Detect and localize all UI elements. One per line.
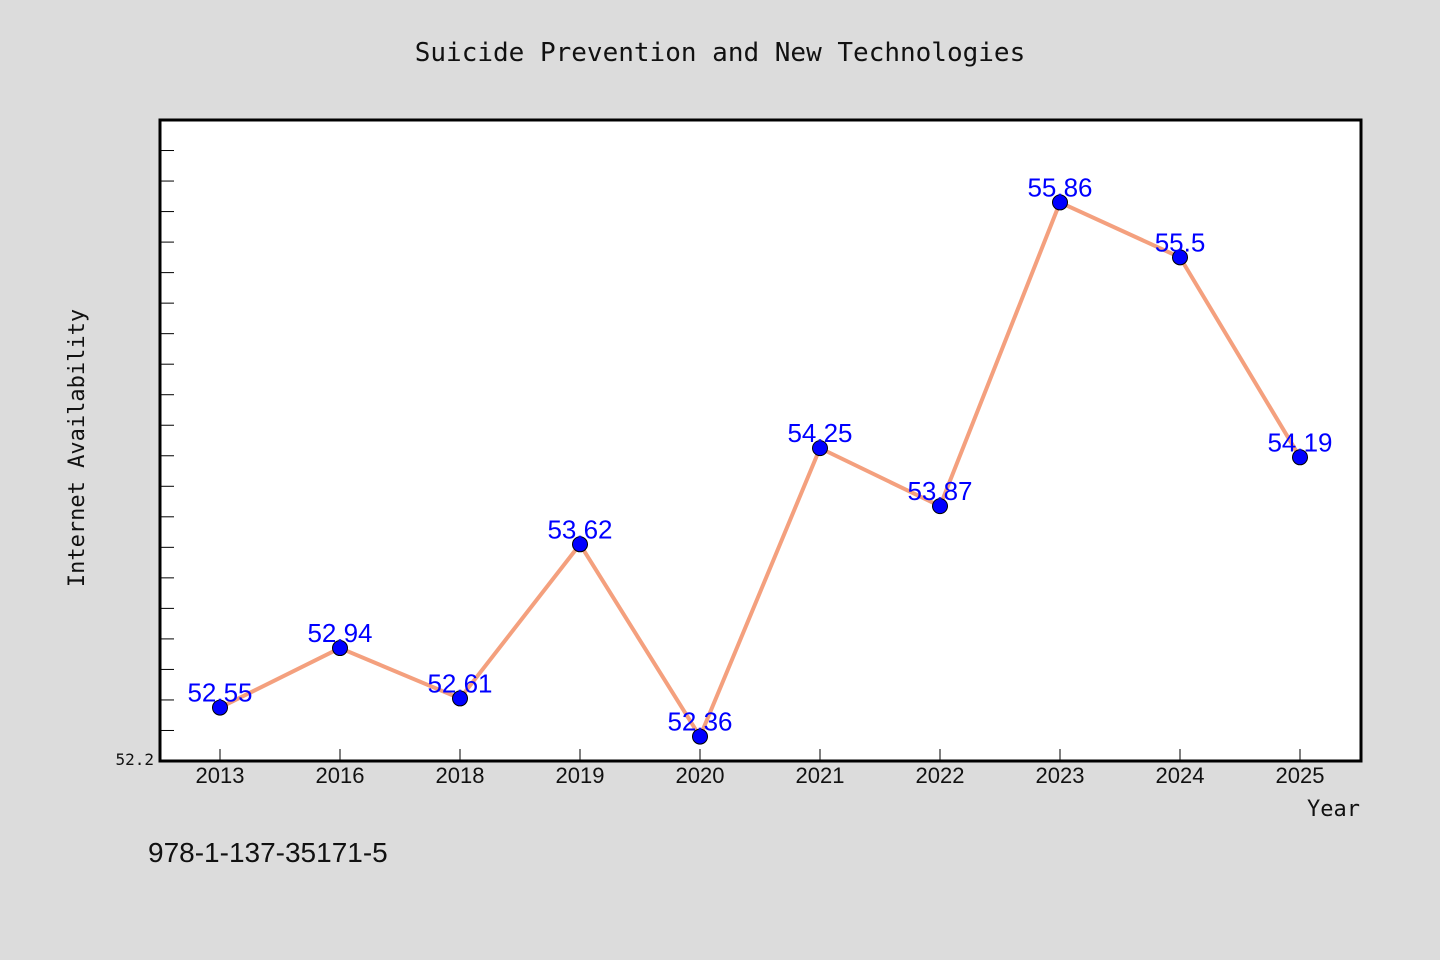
x-tick-label: 2013 bbox=[196, 763, 245, 788]
data-label: 55.86 bbox=[1027, 172, 1092, 202]
y-axis-min-label: 52.2 bbox=[115, 750, 154, 769]
data-point bbox=[932, 498, 948, 515]
data-point bbox=[1292, 449, 1308, 466]
data-label: 53.87 bbox=[907, 476, 972, 506]
y-axis-title: Internet Availability bbox=[65, 309, 90, 587]
data-label: 52.36 bbox=[667, 707, 732, 737]
plot-area bbox=[160, 120, 1361, 761]
plot-frame bbox=[158, 118, 1363, 763]
data-label: 52.94 bbox=[307, 618, 372, 648]
x-tick-label: 2020 bbox=[676, 763, 725, 788]
data-point bbox=[692, 728, 708, 745]
data-label: 52.61 bbox=[427, 668, 492, 698]
x-tick-label: 2016 bbox=[316, 763, 365, 788]
x-tick-label: 2024 bbox=[1156, 763, 1205, 788]
series-group: 52.55 52.94 52.61 53.62 52.36 54.25 53.87 55.86… bbox=[187, 172, 1333, 745]
x-tick-label: 2019 bbox=[556, 763, 605, 788]
x-tick-labels: 2013 2016 2018 2019 2020 2021 2022 2023 2024 2025 bbox=[196, 763, 1325, 788]
x-tick-label: 2022 bbox=[916, 763, 965, 788]
data-point bbox=[1172, 249, 1188, 266]
data-label: 54.25 bbox=[787, 418, 852, 448]
footer-isbn: 978-1-137-35171-5 bbox=[148, 837, 388, 868]
data-point bbox=[812, 440, 828, 457]
data-label: 53.62 bbox=[547, 514, 612, 544]
x-tick-label: 2018 bbox=[436, 763, 485, 788]
chart-title: Suicide Prevention and New Technologies bbox=[415, 38, 1025, 68]
data-point bbox=[1052, 194, 1068, 211]
data-point bbox=[452, 690, 468, 707]
data-label: 54.19 bbox=[1267, 427, 1332, 457]
data-point bbox=[572, 536, 588, 553]
x-tick-label: 2023 bbox=[1036, 763, 1085, 788]
x-tick-label: 2025 bbox=[1276, 763, 1325, 788]
series-line bbox=[219, 200, 1302, 739]
data-point bbox=[332, 640, 348, 657]
data-label: 55.5 bbox=[1155, 227, 1206, 257]
x-tick-label: 2021 bbox=[796, 763, 845, 788]
data-label: 52.55 bbox=[187, 678, 252, 708]
x-axis-ticks bbox=[219, 749, 1301, 761]
y-axis-ticks bbox=[160, 150, 174, 731]
x-axis-title: Year bbox=[1307, 797, 1360, 822]
data-point bbox=[212, 699, 228, 716]
